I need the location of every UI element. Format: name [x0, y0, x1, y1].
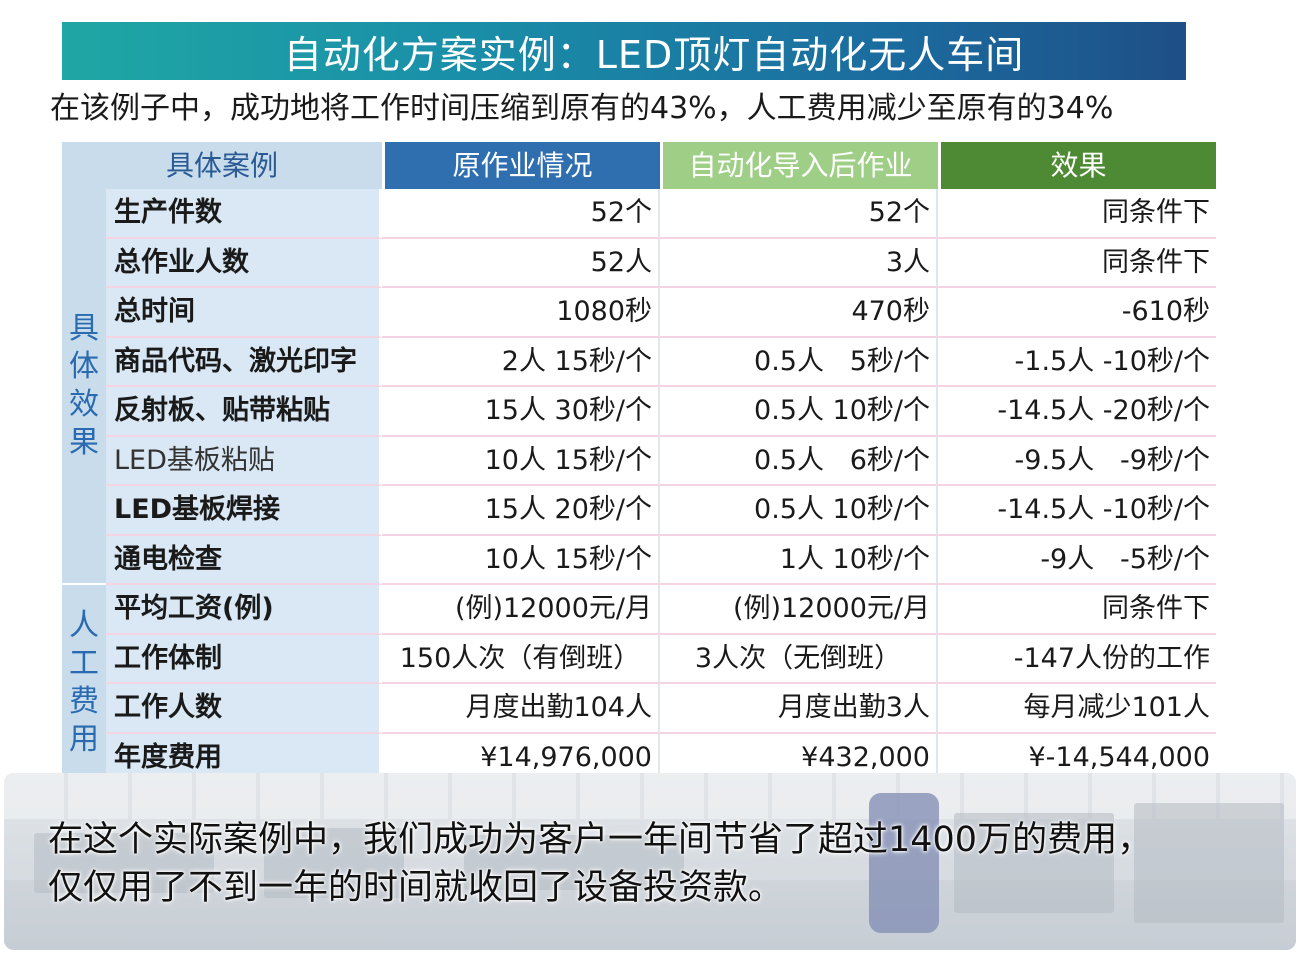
footer-line-1: 在这个实际案例中，我们成功为客户一年间节省了超过1400万的费用， [48, 820, 1153, 860]
photo-robot-arm [869, 793, 939, 933]
factory-photo [4, 773, 1296, 950]
header-automation: 自动化导入后作业 [660, 142, 938, 189]
original-cell: 1080秒 [382, 288, 660, 338]
original-cell: 15人 20秒/个 [382, 486, 660, 536]
automation-cell: 52个 [660, 189, 938, 239]
effect-cell: -14.5人 -10秒/个 [938, 486, 1216, 536]
table-header-row: 具体案例 原作业情况 自动化导入后作业 效果 [62, 142, 1216, 189]
automation-cell: 3人 [660, 238, 938, 288]
row-label: 工作体制 [106, 634, 382, 684]
row-label: 反射板、贴带粘贴 [106, 387, 382, 437]
title-banner: 自动化方案实例：LED顶灯自动化无人车间 [62, 22, 1186, 80]
table-row: 反射板、贴带粘贴 15人 30秒/个 0.5人 10秒/个 -14.5人 -20… [62, 387, 1216, 437]
automation-cell: 0.5人 6秒/个 [660, 436, 938, 486]
table-row: 总作业人数 52人 3人 同条件下 [62, 238, 1216, 288]
table-row: 总时间 1080秒 470秒 -610秒 [62, 288, 1216, 338]
row-label: 平均工资(例) [106, 585, 382, 635]
effect-cell: -147人份的工作 [938, 635, 1216, 684]
row-label: 通电检查 [106, 535, 382, 585]
row-label: LED基板粘贴 [106, 436, 382, 486]
table-row: LED基板粘贴 10人 15秒/个 0.5人 6秒/个 -9.5人 -9秒/个 [62, 436, 1216, 486]
effect-cell: 同条件下 [938, 239, 1216, 288]
photo-machine [954, 813, 1114, 913]
automation-cell: 470秒 [660, 288, 938, 338]
footer-line-2: 仅仅用了不到一年的时间就收回了设备投资款。 [48, 868, 784, 908]
original-cell: 52个 [382, 189, 660, 239]
row-label: 工作人数 [106, 684, 382, 734]
photo-machine [1134, 803, 1284, 923]
group-label-text: 具体效果 [69, 311, 99, 460]
original-cell: 10人 15秒/个 [382, 535, 660, 585]
group-label-labor-cost: 人工费用 [62, 585, 106, 783]
effect-cell: 同条件下 [938, 585, 1216, 635]
automation-cell: 0.5人 10秒/个 [660, 486, 938, 536]
row-label: 总时间 [106, 288, 382, 338]
original-cell: 月度出勤104人 [382, 684, 660, 734]
effect-cell: -14.5人 -20秒/个 [938, 387, 1216, 437]
table-row: 商品代码、激光印字 2人 15秒/个 0.5人 5秒/个 -1.5人 -10秒/… [62, 337, 1216, 387]
photo-machine [464, 835, 684, 890]
effect-cell: -9.5人 -9秒/个 [938, 437, 1216, 486]
original-cell: 150人次（有倒班） [382, 634, 660, 684]
group-label-text: 人工费用 [69, 608, 99, 757]
automation-cell: 3人次（无倒班） [660, 634, 938, 684]
footer-caption: 在这个实际案例中，我们成功为客户一年间节省了超过1400万的费用， 仅仅用了不到… [48, 816, 1288, 912]
photo-machine [34, 833, 214, 893]
automation-cell: 1人 10秒/个 [660, 535, 938, 585]
automation-cell: 月度出勤3人 [660, 684, 938, 734]
comparison-table: 具体案例 原作业情况 自动化导入后作业 效果 具体效果 生产件数 52个 52个… [62, 142, 1216, 783]
table-row: 工作体制 150人次（有倒班） 3人次（无倒班） -147人份的工作 [62, 634, 1216, 684]
row-label: 生产件数 [106, 189, 382, 239]
table-row: 人工费用 平均工资(例) (例)12000元/月 (例)12000元/月 同条件… [62, 585, 1216, 783]
table-row: 工作人数 月度出勤104人 月度出勤3人 每月减少101人 [62, 684, 1216, 734]
comparison-table-wrap: 具体案例 原作业情况 自动化导入后作业 效果 具体效果 生产件数 52个 52个… [62, 142, 1216, 783]
header-case: 具体案例 [62, 142, 382, 189]
page-title: 自动化方案实例：LED顶灯自动化无人车间 [283, 32, 1025, 77]
original-cell: 52人 [382, 238, 660, 288]
table-row: 具体效果 生产件数 52个 52个 同条件下 [62, 189, 1216, 585]
header-effect: 效果 [938, 142, 1216, 189]
original-cell: 15人 30秒/个 [382, 387, 660, 437]
automation-cell: (例)12000元/月 [660, 585, 938, 635]
effect-cell: -610秒 [938, 288, 1216, 338]
effect-cell: -1.5人 -10秒/个 [938, 338, 1216, 387]
effect-cell: 每月减少101人 [938, 684, 1216, 734]
row-label: 商品代码、激光印字 [106, 337, 382, 387]
group-label-effects: 具体效果 [62, 189, 106, 585]
photo-ceiling [4, 773, 1296, 819]
table-row: 通电检查 10人 15秒/个 1人 10秒/个 -9人 -5秒/个 [62, 535, 1216, 585]
automation-cell: 0.5人 10秒/个 [660, 387, 938, 437]
photo-overlay [4, 773, 1296, 950]
subtitle: 在该例子中，成功地将工作时间压缩到原有的43%，人工费用减少至原有的34% [50, 91, 1114, 126]
table-row: LED基板焊接 15人 20秒/个 0.5人 10秒/个 -14.5人 -10秒… [62, 486, 1216, 536]
original-cell: (例)12000元/月 [382, 585, 660, 635]
original-cell: 2人 15秒/个 [382, 337, 660, 387]
photo-machine [264, 828, 404, 898]
table-row: 年度费用 ¥14,976,000 ¥432,000 ¥-14,544,000 [62, 733, 1216, 783]
row-label: LED基板焊接 [106, 486, 382, 536]
header-original: 原作业情况 [382, 142, 660, 189]
effect-cell: 同条件下 [938, 189, 1216, 239]
row-label: 总作业人数 [106, 238, 382, 288]
automation-cell: 0.5人 5秒/个 [660, 337, 938, 387]
original-cell: 10人 15秒/个 [382, 436, 660, 486]
effect-cell: -9人 -5秒/个 [938, 536, 1216, 585]
